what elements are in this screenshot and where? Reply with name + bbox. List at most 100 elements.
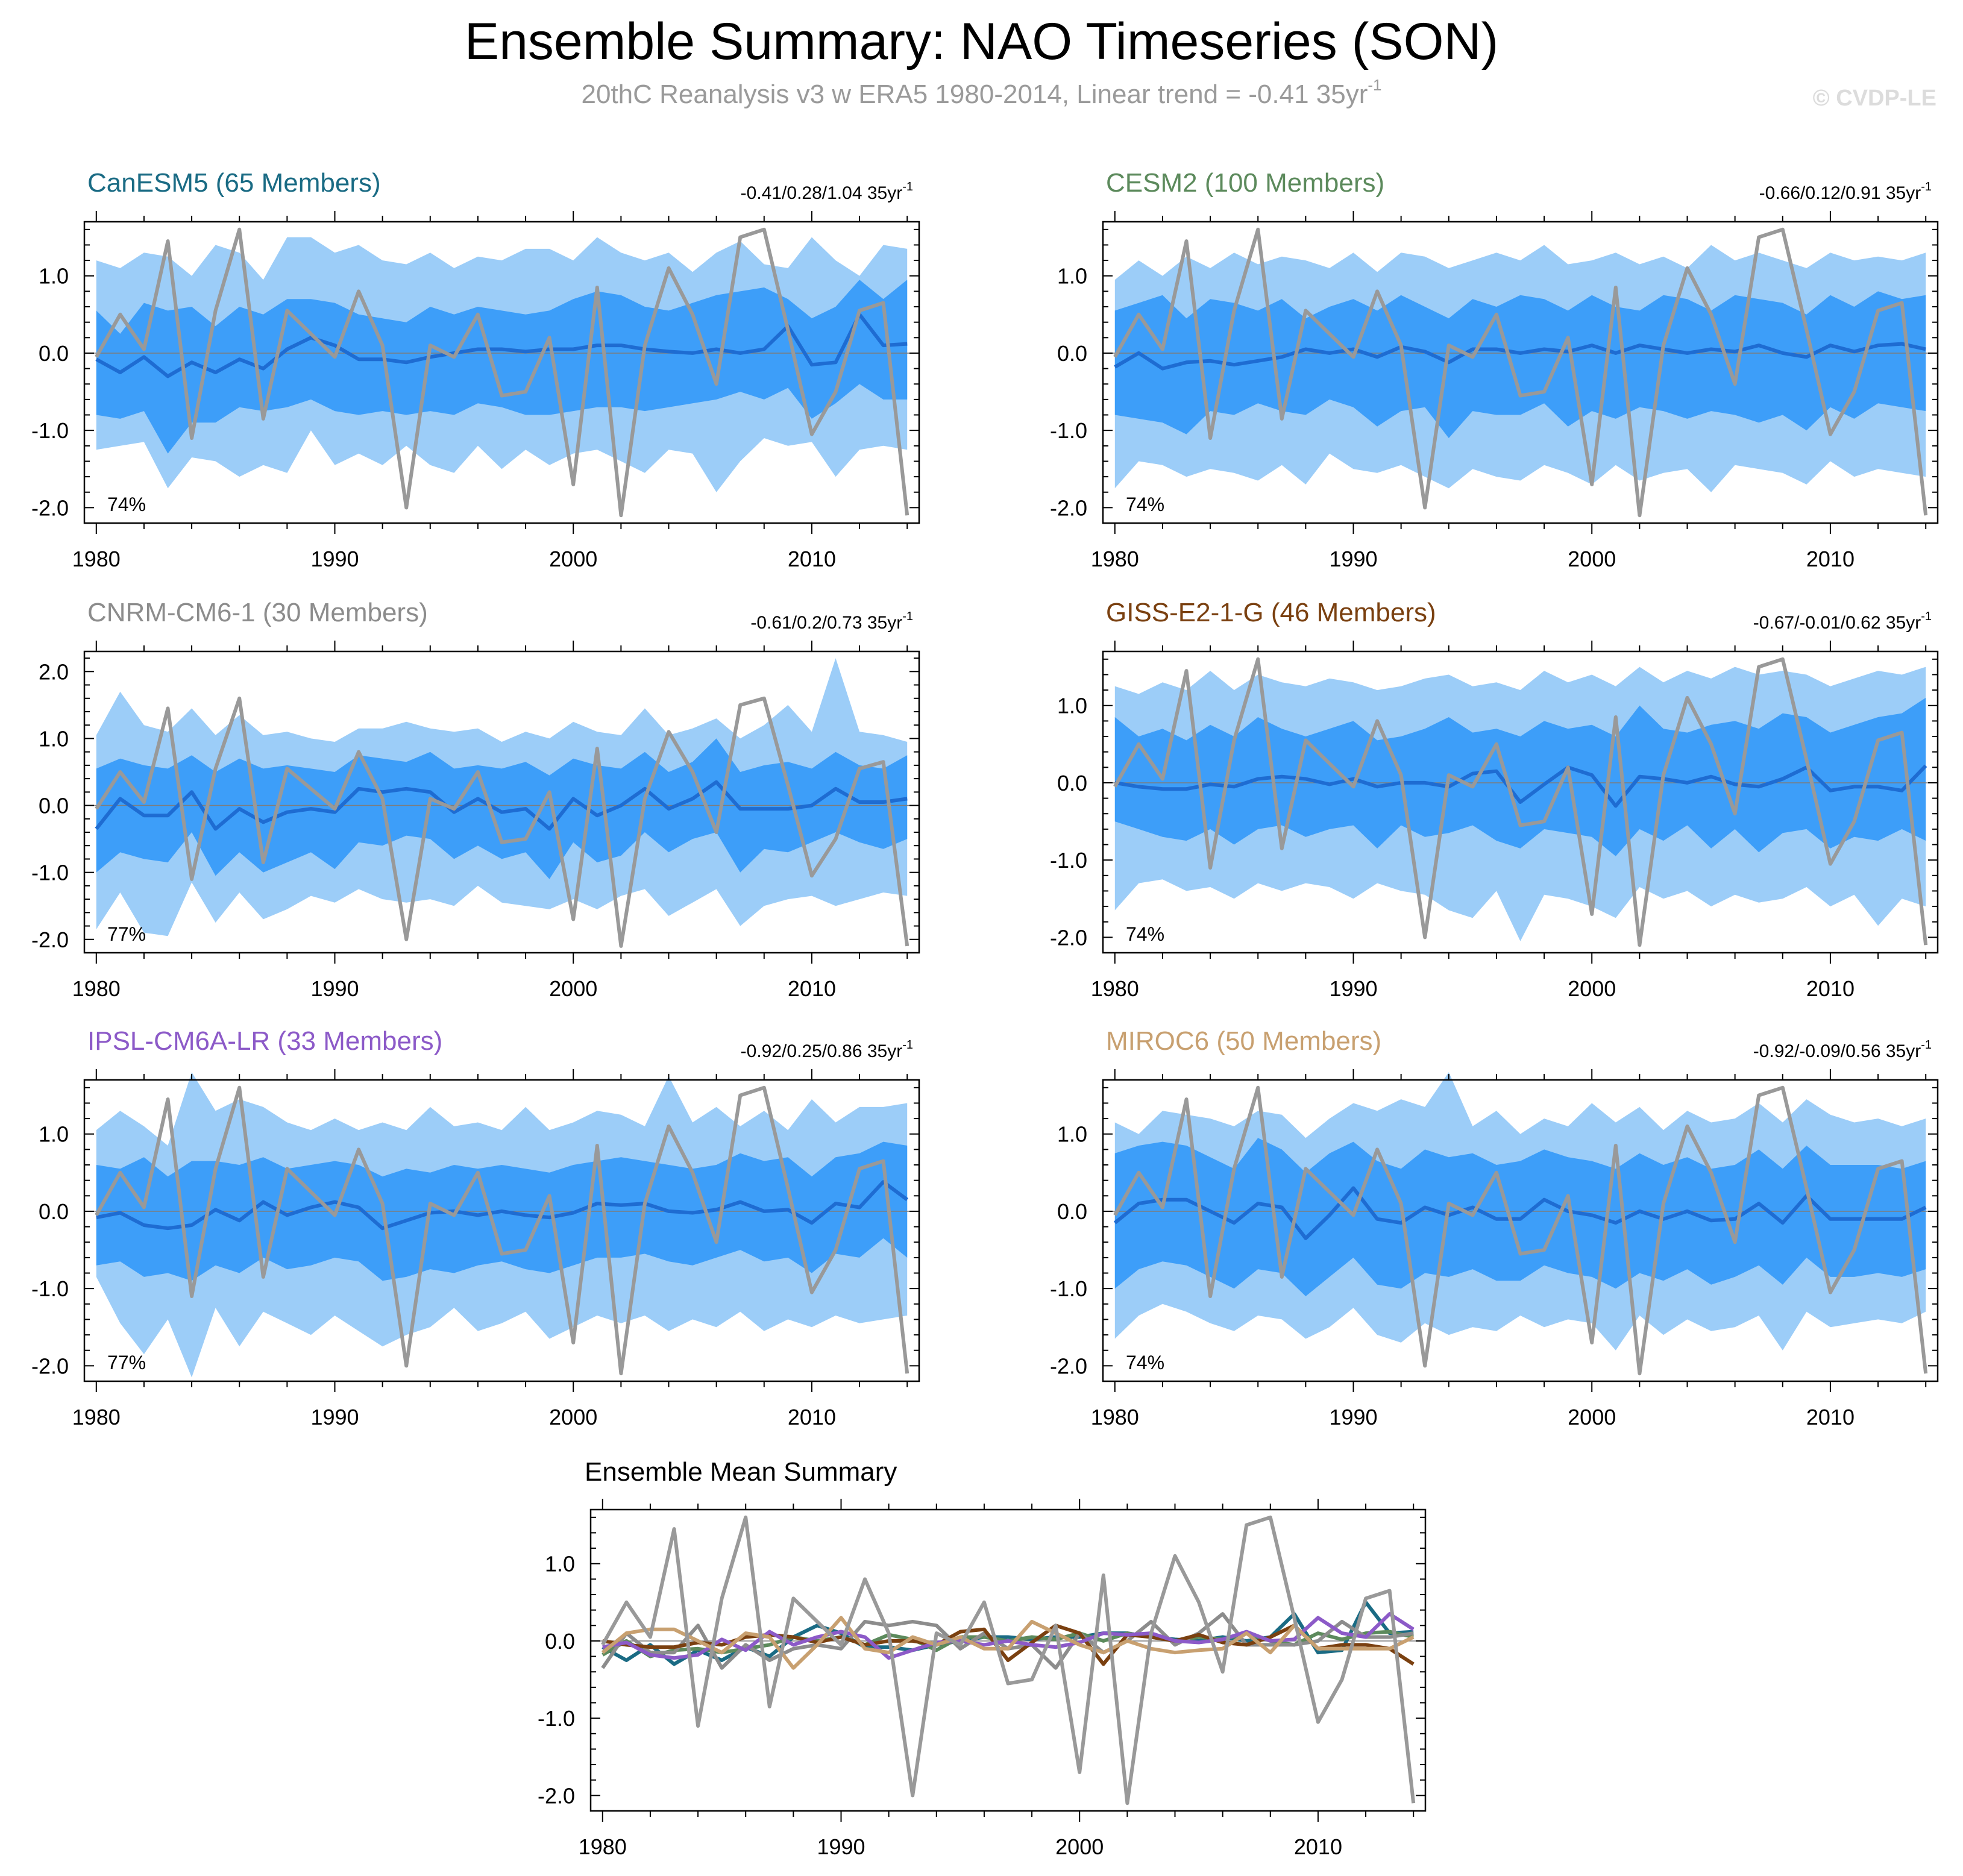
y-tick-label: -2.0 [31, 495, 69, 520]
plot-frame [1102, 221, 1939, 524]
y-tick-label: -1.0 [31, 861, 69, 885]
y-tick-label: -2.0 [1050, 925, 1087, 950]
y-tick-label: -1.0 [31, 418, 69, 443]
y-tick-label: -1.0 [31, 1276, 69, 1301]
y-tick-label: 1.0 [1057, 1122, 1087, 1147]
x-tick-label: 1980 [72, 547, 121, 571]
subtitle-text: 20thC Reanalysis v3 w ERA5 1980-2014, Li… [581, 80, 1368, 109]
y-tick-label: -1.0 [538, 1706, 575, 1731]
y-tick-label: -2.0 [538, 1783, 575, 1808]
y-tick-label: -1.0 [1050, 418, 1087, 443]
trend-label: -0.61/0.2/0.73 35yr-1 [750, 610, 913, 633]
x-tick-label: 2010 [1806, 1405, 1855, 1429]
y-tick-label: 0.0 [545, 1629, 575, 1654]
panel-title: GISS-E2-1-G (46 Members) [1106, 598, 1436, 627]
ensemble-mean-line [95, 780, 908, 831]
plot-frame [1102, 1079, 1939, 1382]
page-subtitle: 20thC Reanalysis v3 w ERA5 1980-2014, Li… [0, 76, 1963, 110]
observed-line [95, 1085, 909, 1376]
series-line-miroc6 [601, 1616, 1415, 1670]
x-tick-label: 2010 [788, 547, 836, 571]
observed-line [95, 696, 909, 948]
x-tick-label: 2000 [1568, 547, 1616, 571]
plot-frame [1102, 650, 1939, 954]
x-tick-label: 2000 [1568, 1405, 1616, 1429]
x-tick-label: 1990 [310, 547, 359, 571]
trend-label: -0.67/-0.01/0.62 35yr-1 [1753, 610, 1932, 633]
plot-frame [83, 221, 920, 524]
x-tick-label: 2000 [549, 976, 597, 1001]
ensemble-mean-line [1114, 764, 1927, 808]
x-tick-label: 1980 [72, 1405, 121, 1429]
trend-value: -0.41/0.28/1.04 35yr [741, 183, 903, 203]
plot-frame [83, 1079, 920, 1382]
y-tick-label: 0.0 [1057, 341, 1087, 366]
panel-ipsl: 1.0 0.0 -1.0 -2.0 1980 1990 2000 2010 IPSL-CM6A-… [31, 1026, 920, 1429]
x-tick-label: 1980 [72, 976, 121, 1001]
y-tick-label: 1.0 [545, 1552, 575, 1576]
percent-label: 74% [1126, 923, 1164, 945]
observed-line [95, 227, 909, 518]
percent-label: 77% [107, 1352, 146, 1373]
y-tick-label: -2.0 [31, 927, 69, 952]
ensemble-mean-line [96, 1180, 908, 1231]
trend-label: -0.66/0.12/0.91 35yr-1 [1759, 180, 1932, 203]
y-tick-label: -2.0 [1050, 495, 1087, 520]
x-tick-label: 1990 [1329, 547, 1377, 571]
panel-title: IPSL-CM6A-LR (33 Members) [87, 1026, 442, 1056]
x-tick-label: 1980 [1091, 1405, 1139, 1429]
trend-label: -0.92/0.25/0.86 35yr-1 [741, 1038, 913, 1061]
trend-value: -0.67/-0.01/0.62 35yr [1753, 613, 1921, 633]
x-tick-label: 1990 [1329, 1405, 1377, 1429]
x-tick-label: 1990 [817, 1834, 865, 1859]
y-tick-label: -1.0 [1050, 1276, 1087, 1301]
inner-spread-band [96, 738, 908, 879]
panel-cesm2: 1.0 0.0 -1.0 -2.0 1980 1990 2000 2010 CESM2 (100… [1050, 168, 1939, 571]
y-tick-label: 1.0 [1057, 694, 1087, 718]
x-tick-label: 2010 [1294, 1834, 1342, 1859]
subtitle-exponent: -1 [1368, 76, 1382, 94]
panel-giss: 1.0 0.0 -1.0 -2.0 1980 1990 2000 2010 GISS-E2-1-… [1050, 598, 1939, 1001]
cvdp-watermark: © CVDP-LE [1812, 86, 1936, 111]
y-tick-label: 0.0 [39, 1199, 69, 1224]
trend-exponent: -1 [1921, 1038, 1932, 1052]
percent-label: 74% [1126, 494, 1164, 515]
y-tick-label: 1.0 [39, 264, 69, 289]
trend-value: -0.66/0.12/0.91 35yr [1759, 183, 1921, 203]
x-tick-label: 1990 [310, 976, 359, 1001]
y-tick-label: 1.0 [39, 1122, 69, 1147]
trend-value: -0.92/0.25/0.86 35yr [741, 1041, 903, 1061]
y-tick-label: -2.0 [1050, 1354, 1087, 1378]
trend-exponent: -1 [1921, 610, 1932, 623]
panel-title: MIROC6 (50 Members) [1106, 1026, 1381, 1056]
plot-frame [589, 1508, 1427, 1812]
x-tick-label: 2000 [1055, 1834, 1104, 1859]
ensemble-mean-line [95, 312, 908, 378]
panel-canesm5: 1.0 0.0 -1.0 -2.0 1980 1990 2000 2010 CanESM5 (6… [31, 168, 920, 571]
y-tick-label: 0.0 [1057, 1199, 1087, 1224]
x-tick-label: 1980 [579, 1834, 627, 1859]
observed-line [1113, 227, 1928, 518]
ensemble-mean-line [1113, 1186, 1927, 1240]
y-tick-label: -1.0 [1050, 848, 1087, 873]
percent-label: 74% [1126, 1352, 1164, 1373]
panel-title: CNRM-CM6-1 (30 Members) [87, 598, 428, 627]
y-tick-label: 0.0 [39, 794, 69, 818]
percent-label: 74% [107, 494, 146, 515]
panel-ensmean: 1.0 0.0 -1.0 -2.0 1980 1990 2000 2010 Ensemble M… [538, 1457, 1427, 1859]
ensemble-mean-line [1114, 342, 1926, 371]
x-tick-label: 1990 [1329, 976, 1377, 1001]
x-tick-label: 1980 [1091, 976, 1139, 1001]
trend-exponent: -1 [902, 1038, 913, 1052]
x-tick-label: 2010 [788, 1405, 836, 1429]
observed-line [601, 1515, 1416, 1805]
panel-title: CanESM5 (65 Members) [87, 168, 381, 198]
x-tick-label: 2010 [1806, 547, 1855, 571]
x-tick-label: 1990 [310, 1405, 359, 1429]
trend-label: -0.41/0.28/1.04 35yr-1 [741, 180, 913, 203]
x-tick-label: 2000 [1568, 976, 1616, 1001]
inner-spread-band [1114, 291, 1926, 438]
trend-exponent: -1 [902, 180, 913, 193]
series-line-ipsl-cm6a-lr [602, 1612, 1415, 1660]
